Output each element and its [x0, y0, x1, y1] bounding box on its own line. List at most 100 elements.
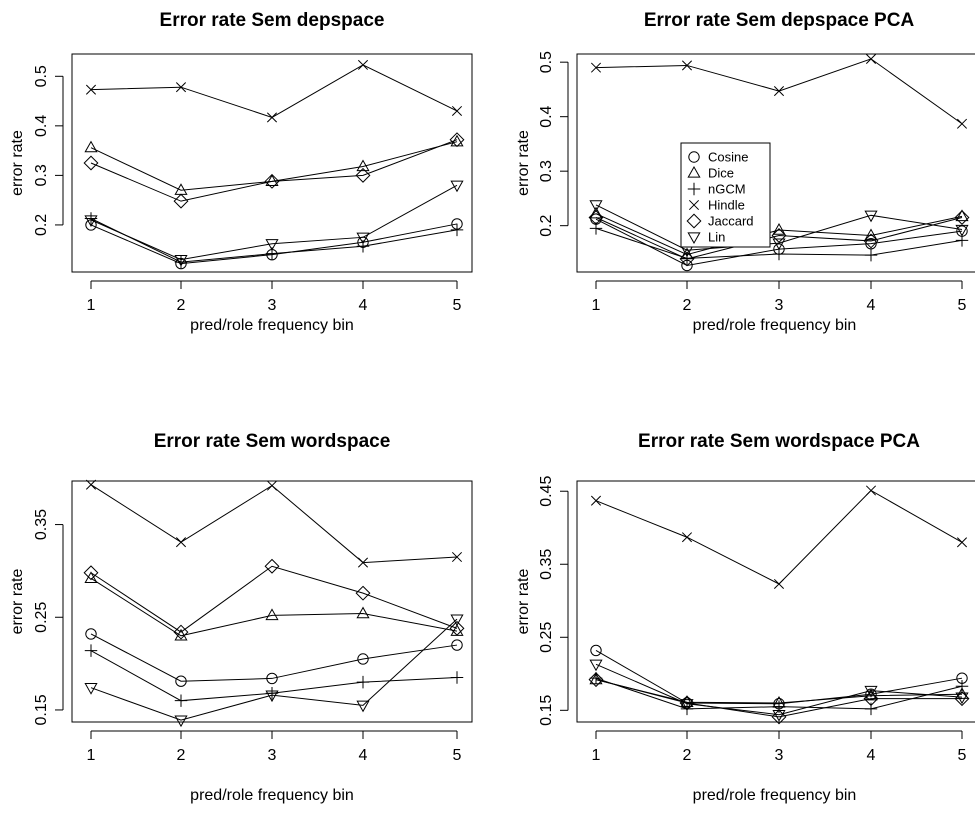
series-ngcm: [84, 212, 464, 269]
y-axis-label: error rate: [515, 130, 532, 196]
data-point: [175, 82, 187, 93]
legend-label: Lin: [708, 230, 725, 245]
data-point: [84, 571, 98, 583]
x-tick-label: 3: [775, 747, 784, 764]
chart-panel-3: Error rate Sem wordspace 1 2 3 4 5 pred/role f…: [9, 431, 473, 804]
legend-label: nGCM: [708, 182, 746, 197]
data-point: [356, 239, 370, 253]
series-line: [90, 577, 458, 637]
data-point: [954, 210, 970, 225]
plot-frame: [71, 53, 473, 273]
data-point: [449, 620, 465, 636]
data-point: [864, 210, 878, 223]
x-tick-label: 3: [775, 297, 784, 314]
data-point: [174, 694, 188, 707]
data-point: [174, 254, 188, 267]
series-line: [90, 64, 458, 118]
y-tick-label: 0.35: [33, 509, 50, 540]
data-point: [357, 59, 369, 70]
data-point: [356, 159, 370, 172]
data-point: [681, 532, 693, 543]
data-point: [864, 702, 878, 716]
data-point: [356, 675, 370, 689]
series-line: [90, 633, 458, 682]
chart-panel-2: Error rate Sem depspace PCA 1 2 3 4 5 pred/rol…: [515, 10, 975, 334]
data-point: [680, 699, 694, 711]
x-tick-label: 4: [867, 747, 876, 764]
x-axis-label: pred/role frequency bin: [693, 317, 857, 334]
data-point: [450, 671, 464, 684]
data-point: [175, 537, 187, 548]
x-tick-label: 2: [683, 297, 692, 314]
x-tick-label: 4: [359, 297, 368, 314]
y-axis-label: error rate: [9, 569, 26, 635]
series-line: [595, 649, 963, 705]
data-point: [356, 606, 370, 619]
data-point: [590, 62, 602, 73]
data-point: [451, 639, 463, 651]
series-line: [595, 204, 963, 251]
legend-frame: [680, 142, 771, 248]
series-line: [90, 484, 458, 564]
series-ngcm: [84, 644, 464, 707]
data-point: [772, 223, 786, 235]
series-line: [595, 213, 963, 256]
data-point: [173, 193, 189, 209]
data-point: [357, 653, 369, 665]
data-point: [589, 671, 603, 685]
series-hindle: [85, 59, 463, 123]
y-tick-label: 0.4: [538, 105, 555, 127]
data-point: [85, 628, 97, 640]
data-point: [956, 537, 968, 548]
series-lin: [84, 614, 464, 728]
legend-label: Cosine: [708, 150, 748, 165]
data-point: [590, 644, 602, 657]
x-axis-label: pred/role frequency bin: [190, 787, 354, 804]
series-lin: [84, 180, 464, 267]
y-tick-label: 0.45: [538, 476, 555, 507]
data-point: [356, 232, 370, 245]
x-tick-label: 1: [592, 297, 601, 314]
legend-marker: [687, 182, 701, 196]
data-point: [450, 223, 464, 237]
x-tick-label: 3: [268, 297, 277, 314]
data-point: [265, 690, 279, 703]
series-line: [595, 217, 963, 260]
data-point: [265, 174, 279, 186]
data-point: [174, 183, 188, 195]
data-point: [174, 628, 188, 641]
data-point: [357, 557, 369, 568]
y-axis-label: error rate: [515, 569, 532, 635]
x-tick-label: 4: [359, 747, 368, 764]
series-line: [90, 139, 458, 202]
data-point: [450, 614, 464, 627]
data-point: [588, 672, 604, 688]
plot-frame: [576, 53, 975, 273]
data-point: [266, 112, 278, 123]
legend-marker: [688, 151, 700, 163]
data-point: [865, 53, 877, 64]
data-point: [85, 479, 97, 490]
data-point: [955, 679, 969, 693]
data-point: [83, 565, 99, 581]
series-line: [90, 565, 458, 633]
data-point: [265, 608, 279, 621]
chart-title: Error rate Sem wordspace PCA: [638, 431, 920, 452]
legend-marker: [687, 166, 701, 178]
data-point: [864, 228, 878, 241]
x-tick-label: 2: [177, 297, 186, 314]
x-tick-label: 5: [958, 747, 967, 764]
data-point: [84, 683, 98, 695]
x-tick-label: 4: [867, 297, 876, 314]
data-point: [449, 132, 465, 148]
x-tick-label: 1: [592, 747, 601, 764]
series-line: [595, 489, 963, 585]
legend-label: Jaccard: [708, 214, 754, 229]
data-point: [863, 233, 879, 249]
series-line: [595, 679, 962, 718]
data-point: [681, 60, 693, 71]
y-tick-label: 0.4: [33, 115, 50, 137]
y-tick-label: 0.2: [33, 214, 50, 236]
x-axis-label: pred/role frequency bin: [190, 317, 354, 334]
